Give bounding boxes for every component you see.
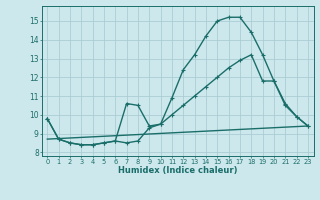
X-axis label: Humidex (Indice chaleur): Humidex (Indice chaleur) (118, 166, 237, 175)
